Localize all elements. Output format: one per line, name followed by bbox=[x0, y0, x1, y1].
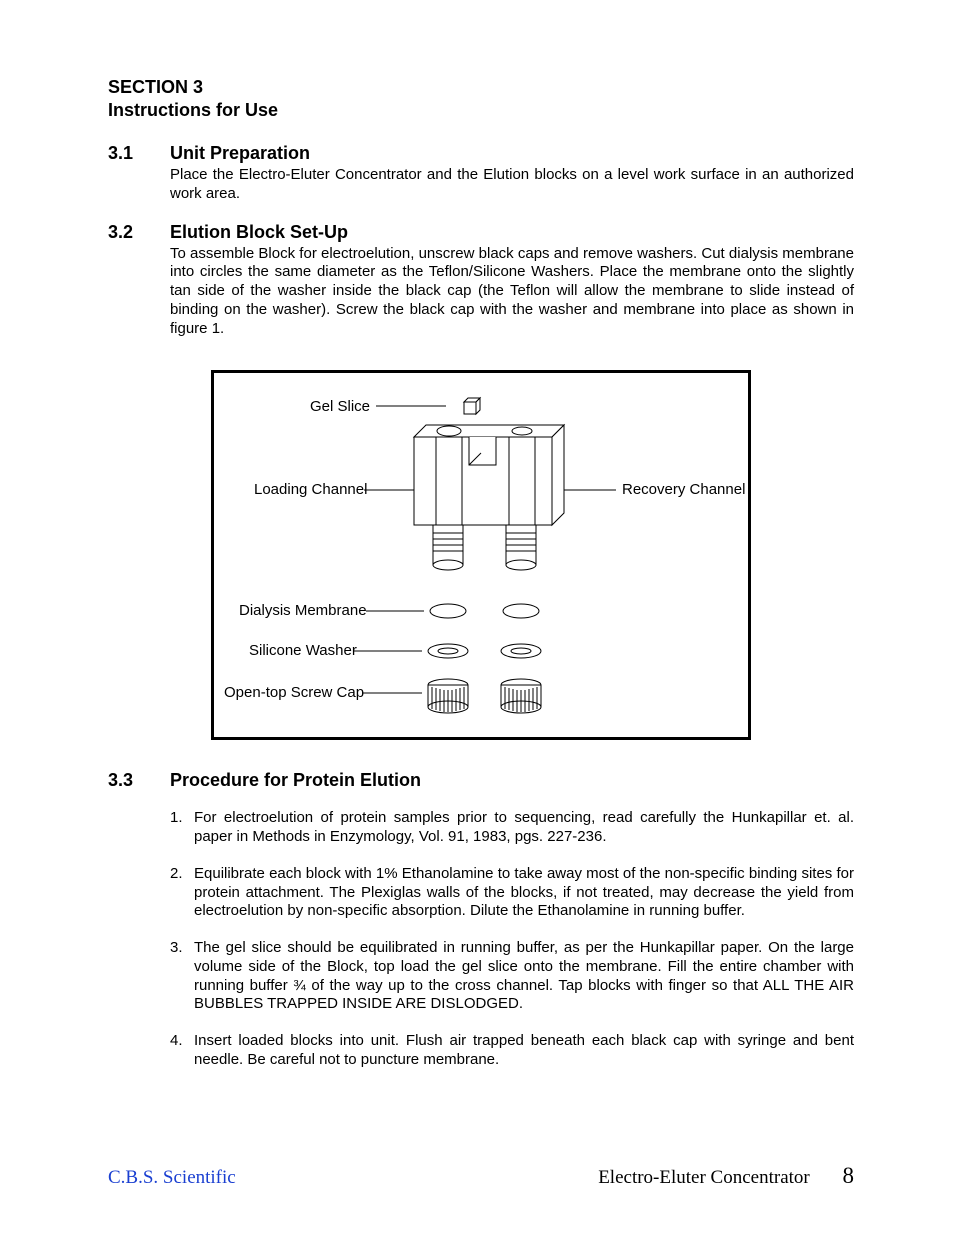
list-text-1: For electroelution of protein samples pr… bbox=[194, 809, 854, 847]
figure-container: Gel Slice Loading Channel Recovery Chann… bbox=[108, 370, 854, 740]
figure-1: Gel Slice Loading Channel Recovery Chann… bbox=[211, 370, 751, 740]
list-text-3: The gel slice should be equilibrated in … bbox=[194, 939, 854, 1014]
page-footer: C.B.S. Scientific Electro-Eluter Concent… bbox=[108, 1163, 854, 1189]
label-open-top-cap: Open-top Screw Cap bbox=[224, 684, 364, 701]
list-item: 3. The gel slice should be equilibrated … bbox=[170, 939, 854, 1014]
sub-heading-3-1: 3.1 Unit Preparation bbox=[108, 143, 854, 164]
label-gel-slice: Gel Slice bbox=[310, 398, 370, 415]
subsection-3-1: 3.1 Unit Preparation Place the Electro-E… bbox=[108, 143, 854, 204]
footer-product-name: Electro-Eluter Concentrator bbox=[598, 1167, 810, 1188]
sub-num-3-2: 3.2 bbox=[108, 222, 170, 243]
sub-body-3-1: Place the Electro-Eluter Concentrator an… bbox=[170, 166, 854, 204]
list-text-2: Equilibrate each block with 1% Ethanolam… bbox=[194, 865, 854, 921]
list-text-4: Insert loaded blocks into unit. Flush ai… bbox=[194, 1032, 854, 1070]
list-num-2: 2. bbox=[170, 865, 194, 921]
list-item: 2. Equilibrate each block with 1% Ethano… bbox=[170, 865, 854, 921]
list-num-4: 4. bbox=[170, 1032, 194, 1070]
label-loading-channel: Loading Channel bbox=[254, 481, 367, 498]
sub-heading-3-3: 3.3 Procedure for Protein Elution bbox=[108, 770, 854, 791]
footer-company: C.B.S. Scientific bbox=[108, 1167, 236, 1189]
section-heading: SECTION 3 Instructions for Use bbox=[108, 76, 854, 121]
list-num-3: 3. bbox=[170, 939, 194, 1014]
subsection-3-3: 3.3 Procedure for Protein Elution 1. For… bbox=[108, 770, 854, 1069]
sub-title-3-3: Procedure for Protein Elution bbox=[170, 770, 421, 791]
list-num-1: 1. bbox=[170, 809, 194, 847]
list-item: 1. For electroelution of protein samples… bbox=[170, 809, 854, 847]
sub-title-3-2: Elution Block Set-Up bbox=[170, 222, 348, 243]
footer-page-number: 8 bbox=[843, 1163, 855, 1188]
sub-title-3-1: Unit Preparation bbox=[170, 143, 310, 164]
section-line1: SECTION 3 bbox=[108, 76, 854, 99]
list-item: 4. Insert loaded blocks into unit. Flush… bbox=[170, 1032, 854, 1070]
figure-svg bbox=[214, 373, 748, 737]
footer-product: Electro-Eluter Concentrator 8 bbox=[598, 1163, 854, 1189]
ordered-list-3-3: 1. For electroelution of protein samples… bbox=[170, 809, 854, 1069]
sub-heading-3-2: 3.2 Elution Block Set-Up bbox=[108, 222, 854, 243]
subsection-3-2: 3.2 Elution Block Set-Up To assemble Blo… bbox=[108, 222, 854, 339]
page: SECTION 3 Instructions for Use 3.1 Unit … bbox=[0, 0, 954, 1235]
label-silicone-washer: Silicone Washer bbox=[249, 642, 357, 659]
sub-num-3-3: 3.3 bbox=[108, 770, 170, 791]
section-line2: Instructions for Use bbox=[108, 99, 854, 122]
label-dialysis-membrane: Dialysis Membrane bbox=[239, 602, 367, 619]
sub-num-3-1: 3.1 bbox=[108, 143, 170, 164]
sub-body-3-2: To assemble Block for electroelution, un… bbox=[170, 245, 854, 339]
label-recovery-channel: Recovery Channel bbox=[622, 481, 745, 498]
